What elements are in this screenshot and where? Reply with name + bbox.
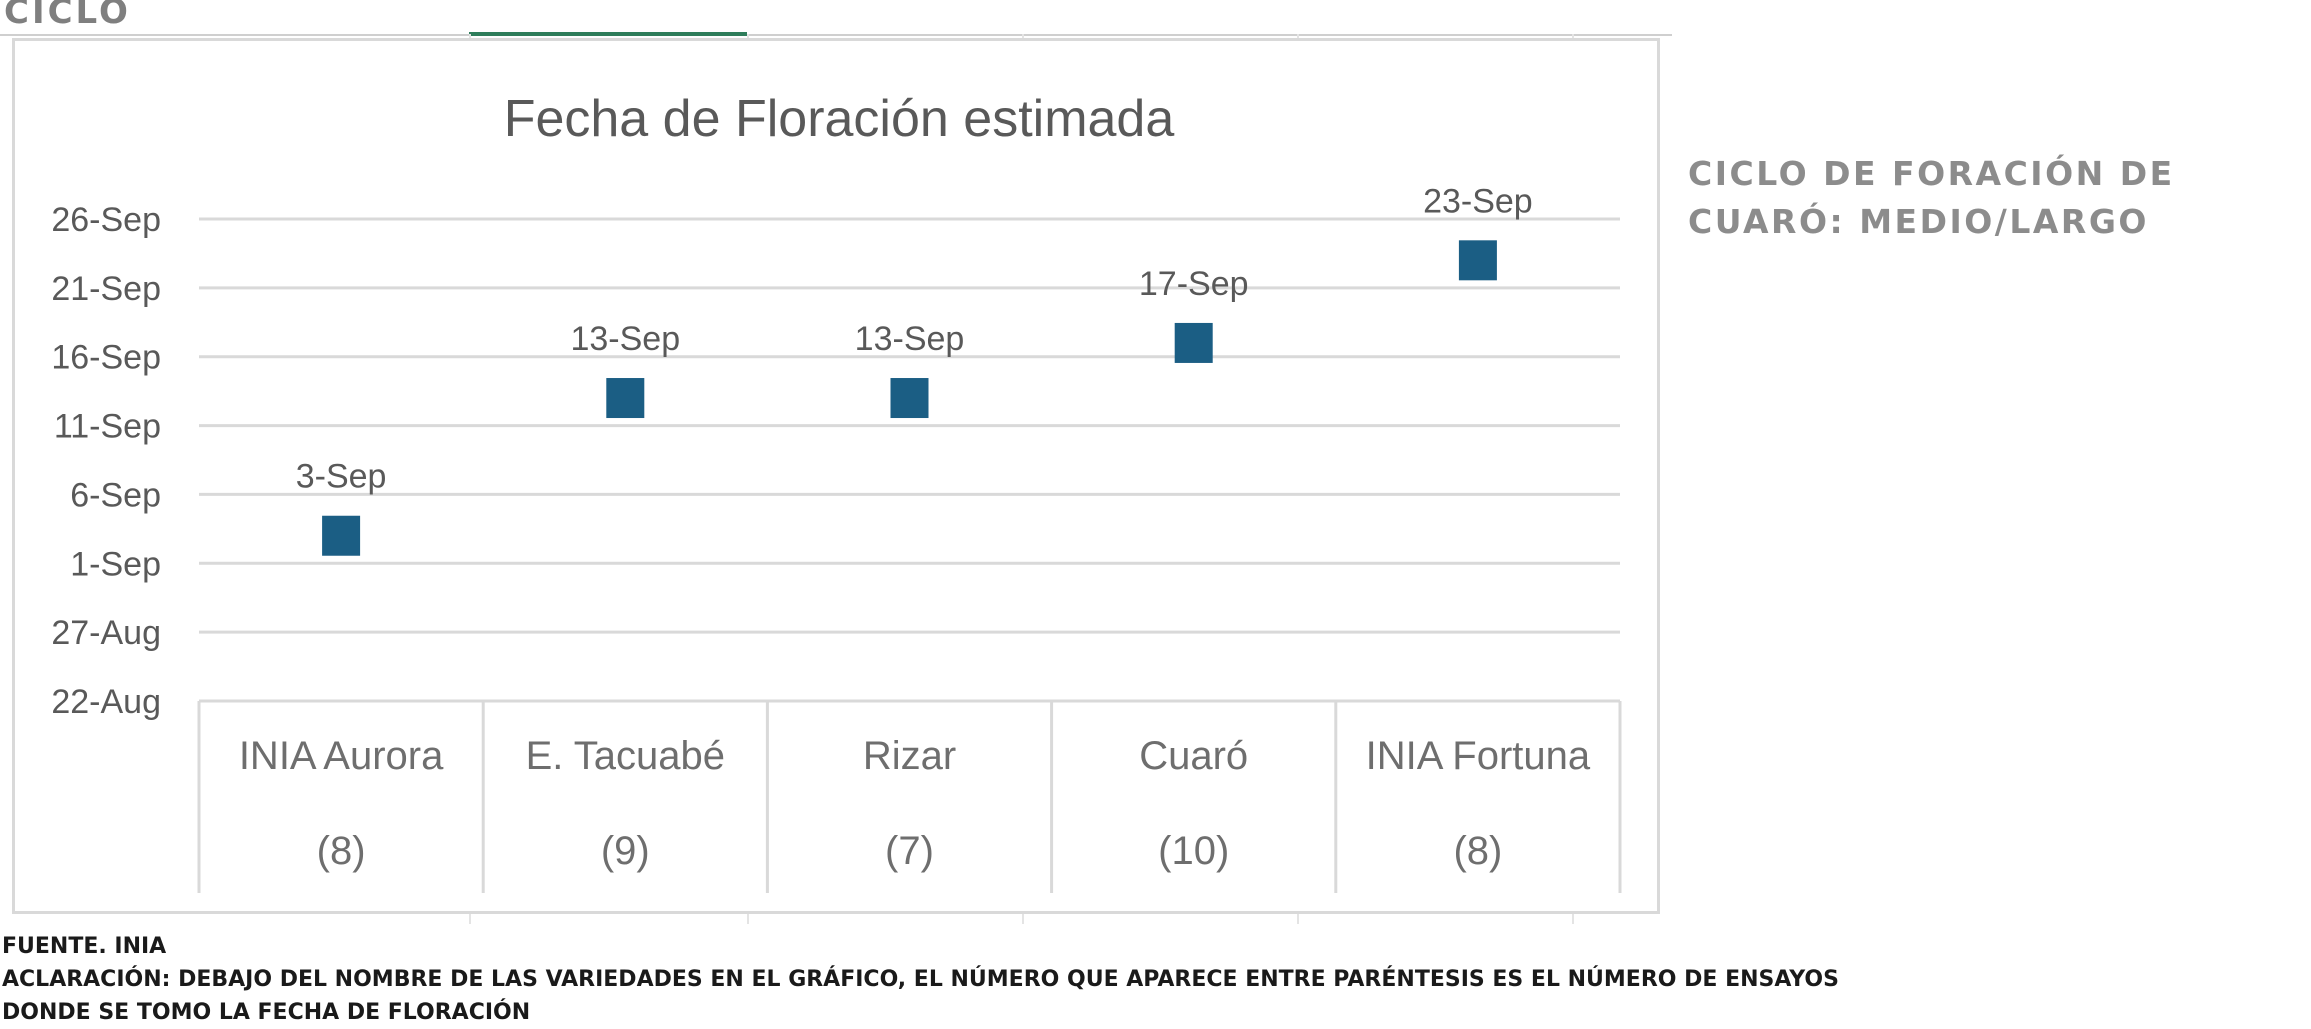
- y-tick-label: 27-Aug: [51, 614, 161, 652]
- chart-container[interactable]: Fecha de Floración estimada 22-Aug 27-Aug 1…: [12, 38, 1660, 914]
- active-tab-indicator: [469, 32, 747, 36]
- data-label: 23-Sep: [1423, 182, 1533, 220]
- x-tick-label: Rizar: [863, 734, 956, 778]
- clarification-note-line-2: DONDE SE TOMO LA FECHA DE FLORACIÓN: [2, 1000, 531, 1025]
- top-rule: [0, 34, 1672, 36]
- data-label: 13-Sep: [855, 320, 965, 358]
- trial-count-label: (7): [885, 829, 934, 873]
- y-tick-label: 22-Aug: [51, 683, 161, 721]
- data-label: 17-Sep: [1139, 265, 1249, 303]
- x-tick-label: E. Tacuabé: [526, 734, 725, 778]
- y-tick-label: 6-Sep: [70, 476, 161, 514]
- data-point: [606, 378, 645, 419]
- y-tick-label: 16-Sep: [51, 339, 161, 377]
- clarification-note-line-1: ACLARACIÓN: DEBAJO DEL NOMBRE DE LAS VAR…: [2, 967, 1839, 992]
- chart-title: Fecha de Floración estimada: [504, 90, 1175, 148]
- trial-count-label: (10): [1158, 829, 1229, 873]
- y-tick-label: 21-Sep: [51, 270, 161, 308]
- source-note: FUENTE. INIA: [2, 934, 167, 959]
- y-tick-label: 1-Sep: [70, 545, 161, 583]
- data-point: [322, 515, 361, 556]
- data-label: 13-Sep: [570, 320, 680, 358]
- y-tick-label: 11-Sep: [54, 408, 161, 446]
- data-point: [1174, 322, 1213, 363]
- page-label: CICLO: [4, 0, 131, 32]
- footer: FUENTE. INIA ACLARACIÓN: DEBAJO DEL NOMB…: [2, 930, 2002, 1029]
- trial-count-label: (8): [317, 829, 366, 873]
- x-tick-label: INIA Aurora: [239, 734, 444, 778]
- data-point: [1458, 240, 1497, 281]
- trial-count-label: (9): [601, 829, 650, 873]
- y-tick-label: 26-Sep: [51, 201, 161, 239]
- data-label: 3-Sep: [296, 458, 387, 496]
- x-tick-label: INIA Fortuna: [1366, 734, 1591, 778]
- side-note: CICLO DE FORACIÓN DE CUARÓ: MEDIO/LARGO: [1688, 154, 2175, 241]
- chart: Fecha de Floración estimada 22-Aug 27-Aug 1…: [51, 90, 1622, 893]
- x-tick-label: Cuaró: [1139, 734, 1248, 778]
- data-point: [890, 378, 929, 419]
- trial-count-label: (8): [1453, 829, 1502, 873]
